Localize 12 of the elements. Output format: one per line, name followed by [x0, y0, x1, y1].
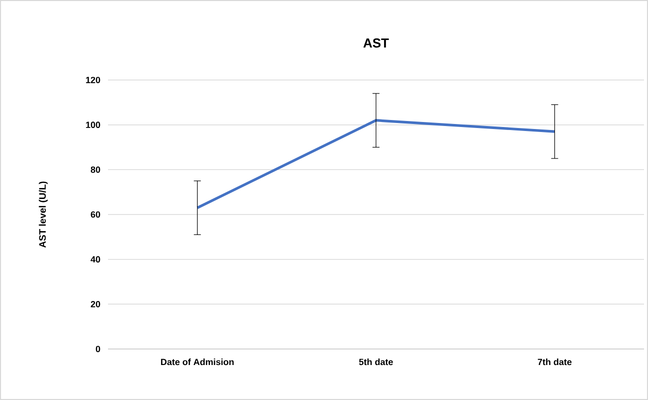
x-tick-label: Date of Admision [161, 358, 234, 366]
y-tick-label: 120 [86, 76, 100, 84]
y-tick-label: 100 [86, 122, 100, 128]
x-tick-label: 7th date [538, 358, 572, 366]
x-tick-label: 5th date [359, 358, 393, 366]
chart-title: AST [363, 38, 389, 48]
y-tick-label: 0 [96, 346, 100, 352]
y-tick-label: 80 [90, 166, 100, 173]
y-tick-label: 60 [90, 211, 100, 218]
y-tick-label: 20 [90, 300, 100, 308]
y-tick-label: 40 [90, 256, 100, 263]
y-axis-title: AST level (U/L) [38, 182, 48, 248]
